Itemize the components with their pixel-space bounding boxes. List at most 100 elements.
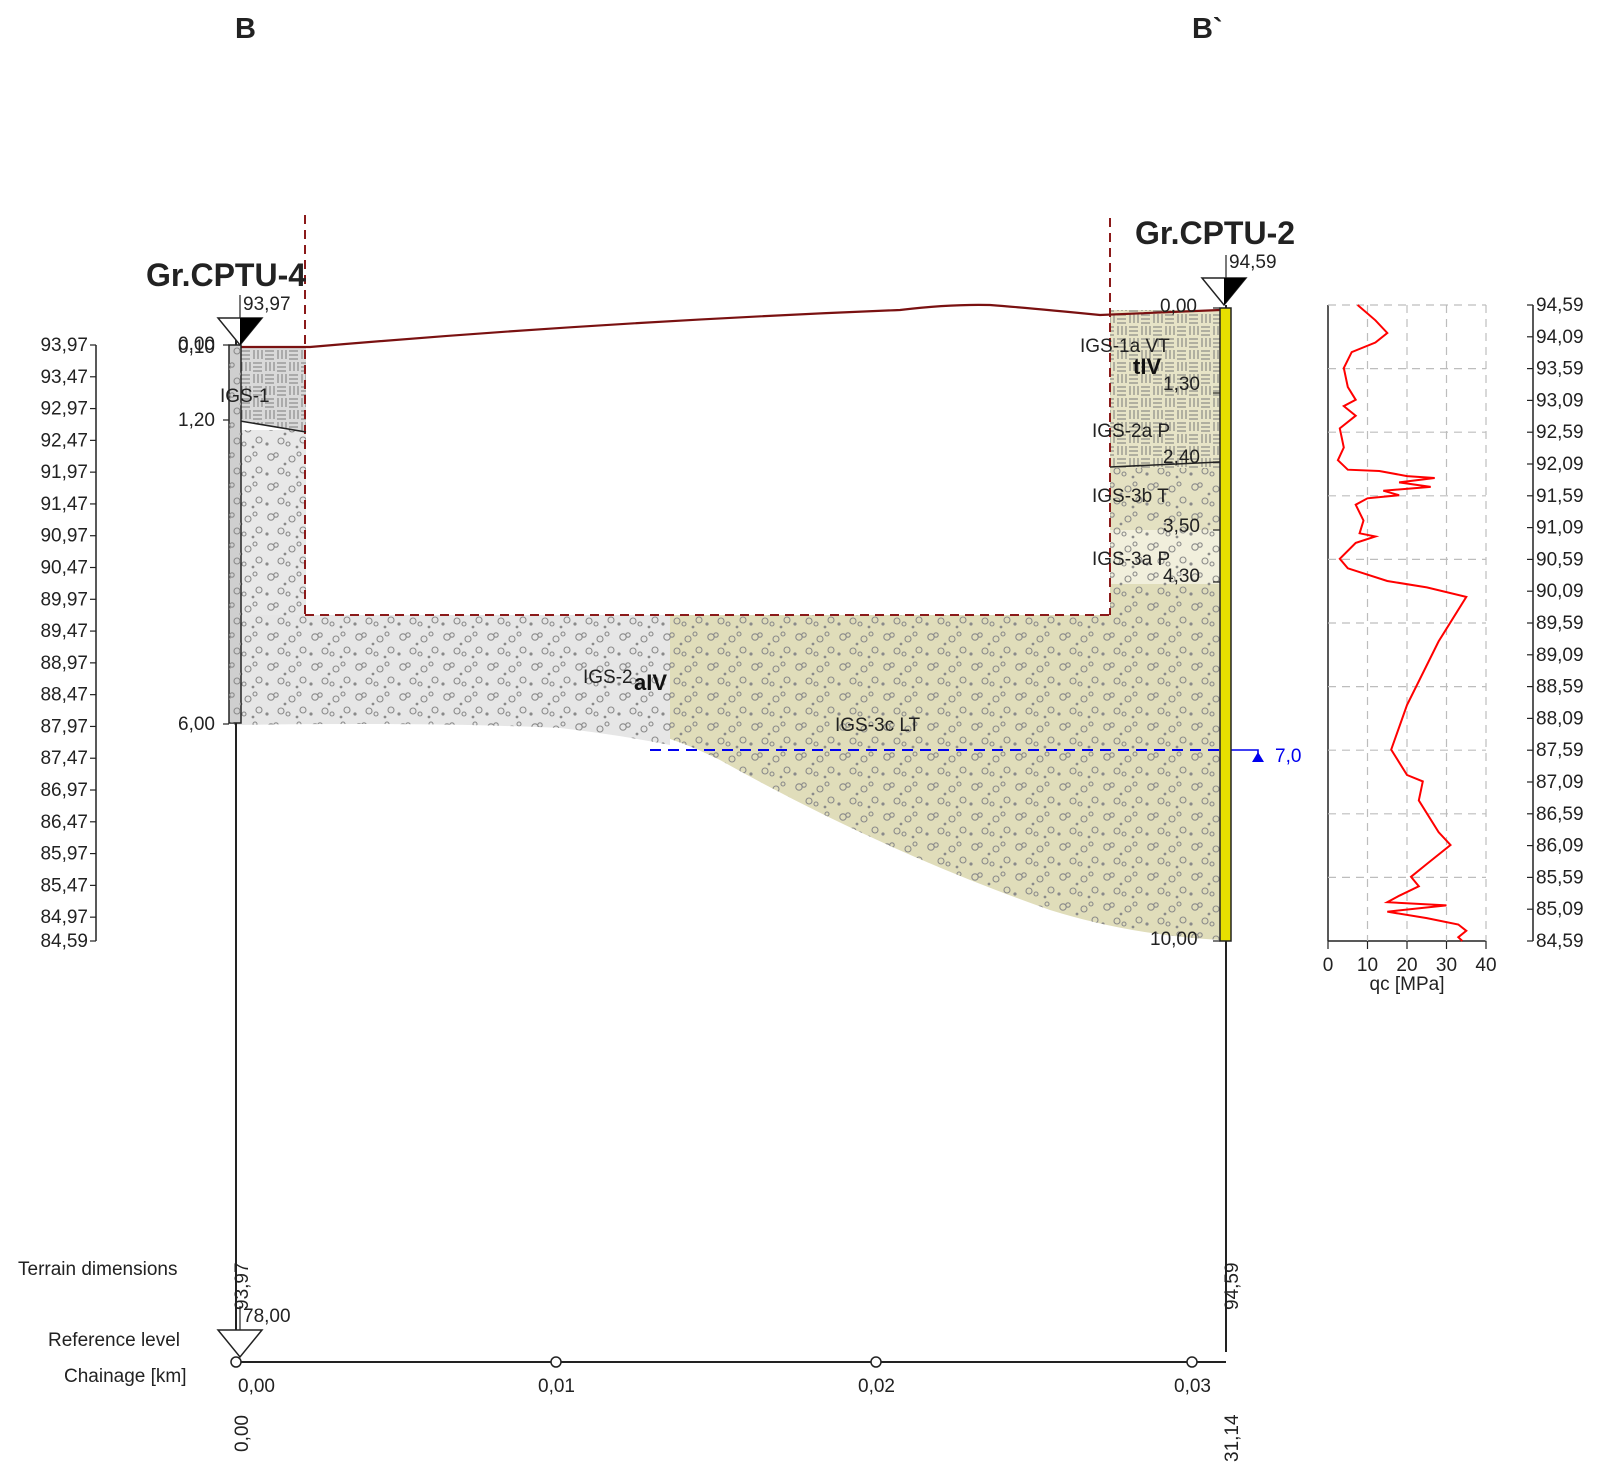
reference-level-icon <box>216 1329 264 1359</box>
right-axis-tick-label: 89,59 <box>1536 613 1584 634</box>
right-axis-tick-label: 88,59 <box>1536 677 1584 698</box>
qc-grid <box>1328 304 1487 941</box>
terrain-dimension-2: 94,59 <box>1222 1262 1243 1310</box>
left-axis-tick-label: 92,47 <box>40 430 88 451</box>
chainage-tick-marker <box>550 1356 562 1368</box>
left-axis-tick-label: 90,47 <box>40 558 88 579</box>
left-axis-tick-label: 85,97 <box>40 844 88 865</box>
left-axis-tick-label: 86,97 <box>40 780 88 801</box>
qc-x-tick-label: 30 <box>1436 955 1457 976</box>
igs-3b-pattern <box>1110 468 1220 530</box>
groundwater-triangle-icon <box>1252 752 1264 762</box>
chainage-label: Chainage [km] <box>64 1366 187 1387</box>
right-axis-tick-label: 94,09 <box>1536 327 1584 348</box>
reference-level-value: 78,00 <box>243 1306 291 1327</box>
chainage-tick-label: 0,00 <box>238 1376 275 1397</box>
right-axis-tick-label: 86,09 <box>1536 836 1584 857</box>
igs-1a-pattern <box>1110 310 1220 468</box>
right-axis-tick-label: 90,59 <box>1536 549 1584 570</box>
borehole-2-depth-5: 4,30 <box>1163 566 1200 587</box>
excavation-outline <box>304 215 1111 616</box>
unit-label-tiv: tIV <box>1133 354 1161 379</box>
left-axis-tick-label: 91,47 <box>40 494 88 515</box>
bottom-dimensions: Terrain dimensions 93,97 94,59 Reference… <box>18 1259 1243 1462</box>
chainage-tick-label: 0,01 <box>538 1376 575 1397</box>
right-axis-tick-label: 94,59 <box>1536 295 1584 316</box>
chainage-end: 31,14 <box>1222 1414 1243 1462</box>
left-elevation-axis: 93,97 93,47 92,97 92,47 91,97 91,47 90,97 90,47… <box>40 335 97 952</box>
borehole-1-column-pattern <box>229 345 241 723</box>
right-axis-tick-label: 92,59 <box>1536 422 1584 443</box>
igs-3c-upper-pattern <box>1110 584 1220 615</box>
borehole-1-name: Gr.CPTU-4 <box>146 257 306 293</box>
left-axis-tick-label: 92,97 <box>40 399 88 420</box>
right-axis-tick-label: 85,09 <box>1536 899 1584 920</box>
borehole-1-layer-code-1: IGS-1 <box>220 386 270 407</box>
borehole-2-depth-4: 3,50 <box>1163 516 1200 537</box>
borehole-1-top-elevation: 93,97 <box>243 294 291 315</box>
borehole-2-layer-code-2: IGS-2a P <box>1092 421 1170 442</box>
borehole-2-depth-3: 2,40 <box>1163 447 1200 468</box>
qc-series-line <box>1336 304 1468 942</box>
igs-3a-pattern <box>1110 530 1220 584</box>
left-axis-tick-label: 88,47 <box>40 685 88 706</box>
left-axis-tick-label: 87,47 <box>40 748 88 769</box>
right-axis-tick-label: 85,59 <box>1536 867 1584 888</box>
groundwater-depth: 7,0 <box>1275 746 1301 767</box>
right-axis-tick-label: 91,09 <box>1536 518 1584 539</box>
right-axis-tick-label: 89,09 <box>1536 645 1584 666</box>
right-axis-tick-label: 92,09 <box>1536 454 1584 475</box>
right-axis-tick-label: 87,59 <box>1536 740 1584 761</box>
chainage-start: 0,00 <box>232 1415 253 1452</box>
chainage-ticks: 0,00 0,01 0,02 0,03 <box>230 1356 1211 1397</box>
borehole-2-column <box>1219 307 1232 942</box>
chainage-tick-marker <box>870 1356 882 1368</box>
unit-label-igs-3c: IGS-3c LT <box>835 715 921 736</box>
left-axis-tick-label: 89,97 <box>40 589 88 610</box>
left-axis-tick-label: 85,47 <box>40 875 88 896</box>
boundary-igs-1 <box>233 419 307 433</box>
qc-x-axis-label: qc [MPa] <box>1370 974 1445 995</box>
chainage-tick-marker <box>230 1356 242 1368</box>
borehole-1-depth-top-overlap: 0,10 <box>178 337 215 358</box>
left-axis-tick-label: 91,97 <box>40 462 88 483</box>
left-axis-tick-label: 84,59 <box>40 931 88 952</box>
terrain-dimension-1: 93,97 <box>232 1262 253 1310</box>
boundary-igs-3b <box>1109 461 1221 468</box>
borehole-cptu-2: Gr.CPTU-2 94,59 0,00 1,30 2,40 3,50 4,30… <box>1080 215 1295 1352</box>
right-axis-tick-label: 91,59 <box>1536 486 1584 507</box>
section-end-label: B` <box>1192 13 1223 45</box>
borehole-1-depth-3: 6,00 <box>178 714 215 735</box>
terrain-line <box>234 303 1221 349</box>
igs-2-pattern <box>234 615 670 745</box>
left-axis-tick-label: 90,97 <box>40 526 88 547</box>
left-axis-tick-label: 88,97 <box>40 653 88 674</box>
igs-1-pattern <box>234 348 306 432</box>
igs-3c-pattern <box>640 615 1220 940</box>
left-axis-tick-label: 84,97 <box>40 907 88 928</box>
unit-label-aiv: aIV <box>634 670 667 695</box>
terrain-dimensions-label: Terrain dimensions <box>18 1259 177 1280</box>
borehole-cptu-4: Gr.CPTU-4 93,97 0,00 0,10 1,20 6,00 IGS-… <box>146 257 306 1352</box>
reference-level-label: Reference level <box>48 1330 180 1351</box>
right-axis-tick-label: 86,59 <box>1536 804 1584 825</box>
right-axis-tick-label: 88,09 <box>1536 708 1584 729</box>
borehole-2-depth-top: 0,00 <box>1160 296 1197 317</box>
left-axis-tick-label: 86,47 <box>40 812 88 833</box>
qc-chart: 0 10 20 30 40 qc [MPa] <box>1323 304 1497 995</box>
right-axis-tick-label: 87,09 <box>1536 772 1584 793</box>
section-start-label: B <box>235 13 256 45</box>
gravel-pattern-left-wall <box>234 430 306 615</box>
soil-layers <box>234 310 1220 940</box>
borehole-1-depth-top: 0,00 <box>178 334 215 355</box>
borehole-2-top-elevation: 94,59 <box>1229 252 1277 273</box>
borehole-2-head-fill <box>1224 278 1246 305</box>
left-axis-tick-label: 87,97 <box>40 716 88 737</box>
borehole-2-name: Gr.CPTU-2 <box>1135 215 1295 251</box>
qc-x-tick-label: 40 <box>1475 955 1496 976</box>
left-axis-tick-label: 89,47 <box>40 621 88 642</box>
left-axis-tick-label: 93,47 <box>40 367 88 388</box>
borehole-2-layer-code-3: IGS-3b T <box>1092 486 1169 507</box>
chainage-tick-label: 0,02 <box>858 1376 895 1397</box>
